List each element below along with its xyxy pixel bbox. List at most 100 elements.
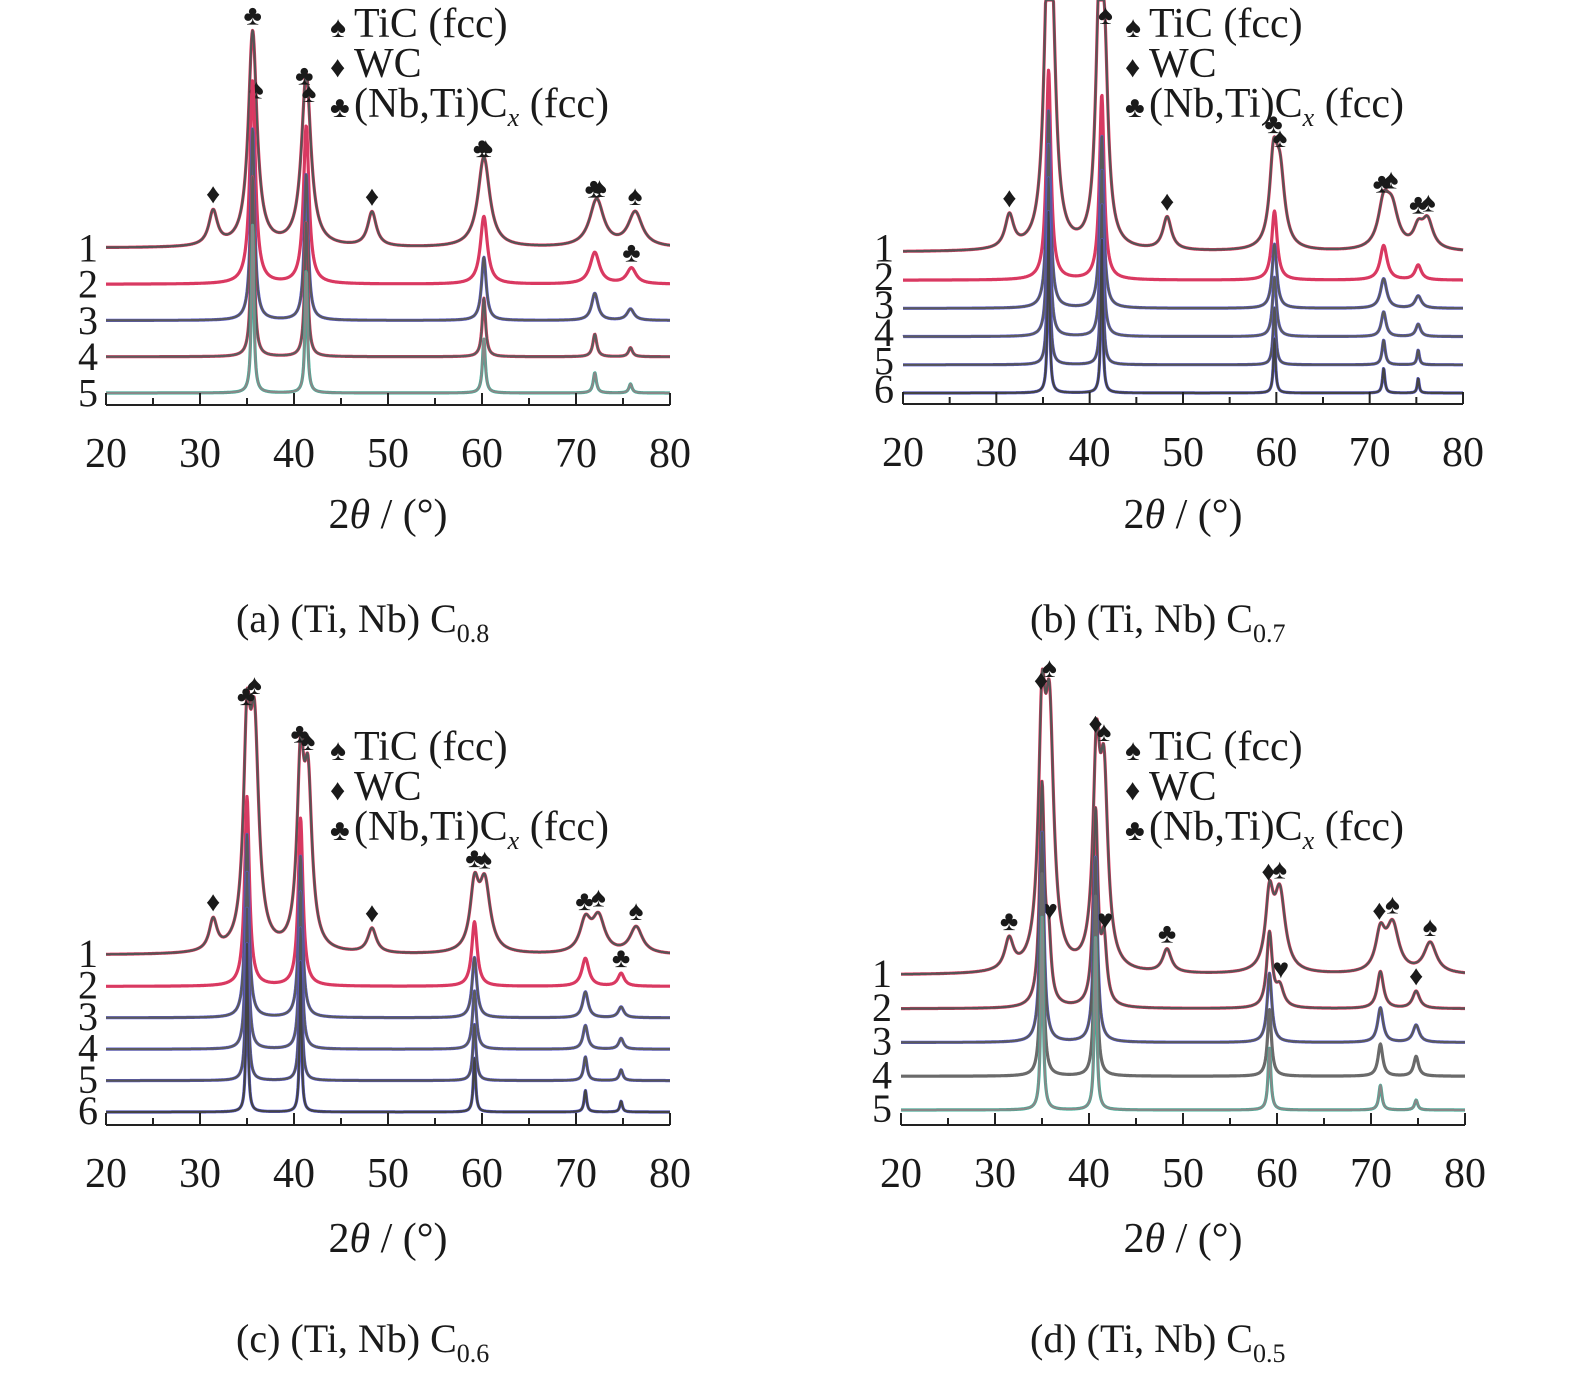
series-label: 2 xyxy=(872,985,892,1030)
phase-marker: ♠ xyxy=(591,882,606,913)
phase-marker: ♠ xyxy=(1273,123,1288,154)
series-4: 4 xyxy=(872,872,1467,1097)
x-tick-label: 30 xyxy=(975,430,1017,476)
series-label: 4 xyxy=(872,1052,892,1097)
legend-entry-main: (Nb,Ti)C xyxy=(354,81,508,127)
x-tick-label: 80 xyxy=(1444,1151,1486,1197)
x-axis-label-symbol: θ xyxy=(1144,492,1165,538)
phase-marker: ♦ xyxy=(365,898,379,929)
phase-marker: ♠ xyxy=(1423,912,1438,943)
x-axis-label-number: 2 xyxy=(1123,1216,1144,1262)
x-tick-label: 60 xyxy=(1256,1151,1298,1197)
phase-marker: ♣ xyxy=(243,0,261,31)
x-axis-label-unit: / (°) xyxy=(370,492,447,538)
series-1-line xyxy=(900,668,1466,976)
legend-symbol: ♠ xyxy=(1125,11,1141,44)
legend-entry-main: (Nb,Ti)C xyxy=(1149,804,1303,850)
series-6: 6 xyxy=(874,210,1465,412)
phase-marker: ♠ xyxy=(301,726,316,757)
x-axis-label-symbol: θ xyxy=(349,492,370,538)
x-axis: 20 30 40 50 60 70 80 xyxy=(882,392,1484,476)
legend: ♠ TiC (fcc) ♦ WC♣ (Nb,Ti)Cx (fcc) xyxy=(330,724,609,855)
phase-marker: ♣ xyxy=(585,174,603,205)
series-3-line xyxy=(900,831,1466,1044)
series-label: 1 xyxy=(872,951,892,996)
x-tick-label: 30 xyxy=(179,1151,221,1197)
legend-entry-main: (Nb,Ti)C xyxy=(1149,81,1303,127)
legend-symbol: ♠ xyxy=(330,11,346,44)
x-tick-label: 60 xyxy=(461,1151,503,1197)
x-axis-label-symbol: θ xyxy=(1144,1216,1165,1262)
phase-marker: ♦ xyxy=(1261,857,1275,888)
series-label: 5 xyxy=(872,1086,892,1131)
phase-marker: ♦ xyxy=(206,179,220,210)
x-axis: 20 30 40 50 60 70 80 xyxy=(85,1113,691,1197)
x-axis: 20 30 40 50 60 70 80 xyxy=(880,1113,1486,1197)
series-label: 5 xyxy=(78,370,98,415)
phase-marker: ♠ xyxy=(477,844,492,875)
x-tick-label: 50 xyxy=(1162,430,1204,476)
phase-marker: ♦ xyxy=(1002,183,1016,214)
legend: ♠ TiC (fcc) ♦ WC♣ (Nb,Ti)Cx (fcc) xyxy=(1125,724,1404,855)
caption-subscript: 0.6 xyxy=(457,1339,490,1368)
series-label: 6 xyxy=(78,1088,98,1133)
legend-entry: (Nb,Ti)Cx (fcc) xyxy=(354,81,609,132)
legend: ♠ TiC (fcc) ♦ WC♣ (Nb,Ti)Cx (fcc) xyxy=(1125,1,1404,132)
phase-marker: ♥ xyxy=(1272,954,1289,985)
legend-symbol: ♦ xyxy=(330,774,345,807)
series-2: 2♣ xyxy=(78,794,672,1008)
x-tick-label: 40 xyxy=(273,431,315,477)
legend-entry: WC xyxy=(1149,764,1217,810)
legend-entry-tail: (fcc) xyxy=(1314,81,1404,127)
series-4: 4 xyxy=(874,142,1465,355)
series-2-line xyxy=(105,795,671,988)
caption-subscript: 0.5 xyxy=(1253,1339,1286,1368)
series-5-line xyxy=(902,177,1464,366)
phase-marker: ♦ xyxy=(1409,961,1423,992)
x-tick-label: 80 xyxy=(649,1151,691,1197)
x-tick-label: 50 xyxy=(367,1151,409,1197)
series-3: 3 xyxy=(78,127,672,343)
series-3: 3 xyxy=(874,109,1465,327)
legend-symbol: ♣ xyxy=(330,91,350,124)
phase-marker: ♣ xyxy=(622,238,640,269)
series-2: 2♥ ♥♥ ♦ xyxy=(872,779,1467,1030)
panel-caption: (c) (Ti, Nb) C0.6 xyxy=(236,1316,489,1368)
legend-entry: (Nb,Ti)Cx (fcc) xyxy=(354,804,609,855)
legend-symbol: ♣ xyxy=(1125,814,1145,847)
x-axis-label-number: 2 xyxy=(1123,492,1144,538)
legend-symbol: ♦ xyxy=(1125,51,1140,84)
phase-marker: ♠ xyxy=(247,670,262,701)
phase-marker: ♦ xyxy=(1034,665,1048,696)
series-1: 1♦♣♠♣♠♦♣♠♣♠♠ xyxy=(78,670,672,976)
series-3: 3 xyxy=(78,832,672,1039)
series-2: 2♣ xyxy=(78,79,672,307)
phase-marker: ♣ xyxy=(295,61,313,92)
x-axis-label-number: 2 xyxy=(328,1216,349,1262)
series-5-line xyxy=(105,224,671,395)
series-4: 4 xyxy=(78,175,672,379)
x-tick-label: 20 xyxy=(880,1151,922,1197)
x-tick-label: 50 xyxy=(367,431,409,477)
x-tick-label: 70 xyxy=(555,1151,597,1197)
series-5: 5 xyxy=(872,915,1467,1131)
series-5: 5 xyxy=(78,223,672,415)
phase-marker: ♠ xyxy=(1097,717,1112,748)
legend-symbol: ♣ xyxy=(330,814,350,847)
phase-marker: ♦ xyxy=(1372,896,1386,927)
x-axis-label-unit: / (°) xyxy=(1165,1216,1242,1262)
phase-marker: ♥ xyxy=(1097,905,1114,936)
series-5-line xyxy=(105,907,671,1082)
x-tick-label: 30 xyxy=(974,1151,1016,1197)
series-2-line xyxy=(902,69,1464,282)
series-label: 3 xyxy=(78,994,98,1039)
caption-text: (d) (Ti, Nb) C xyxy=(1030,1316,1253,1361)
series-3-accent-line xyxy=(104,832,672,1020)
panel-caption: (d) (Ti, Nb) C0.5 xyxy=(1030,1316,1286,1368)
x-axis-label: 2θ / (°) xyxy=(328,492,447,538)
x-tick-label: 20 xyxy=(85,431,127,477)
series-3: 3 xyxy=(872,830,1467,1064)
series-1-line xyxy=(902,0,1464,253)
